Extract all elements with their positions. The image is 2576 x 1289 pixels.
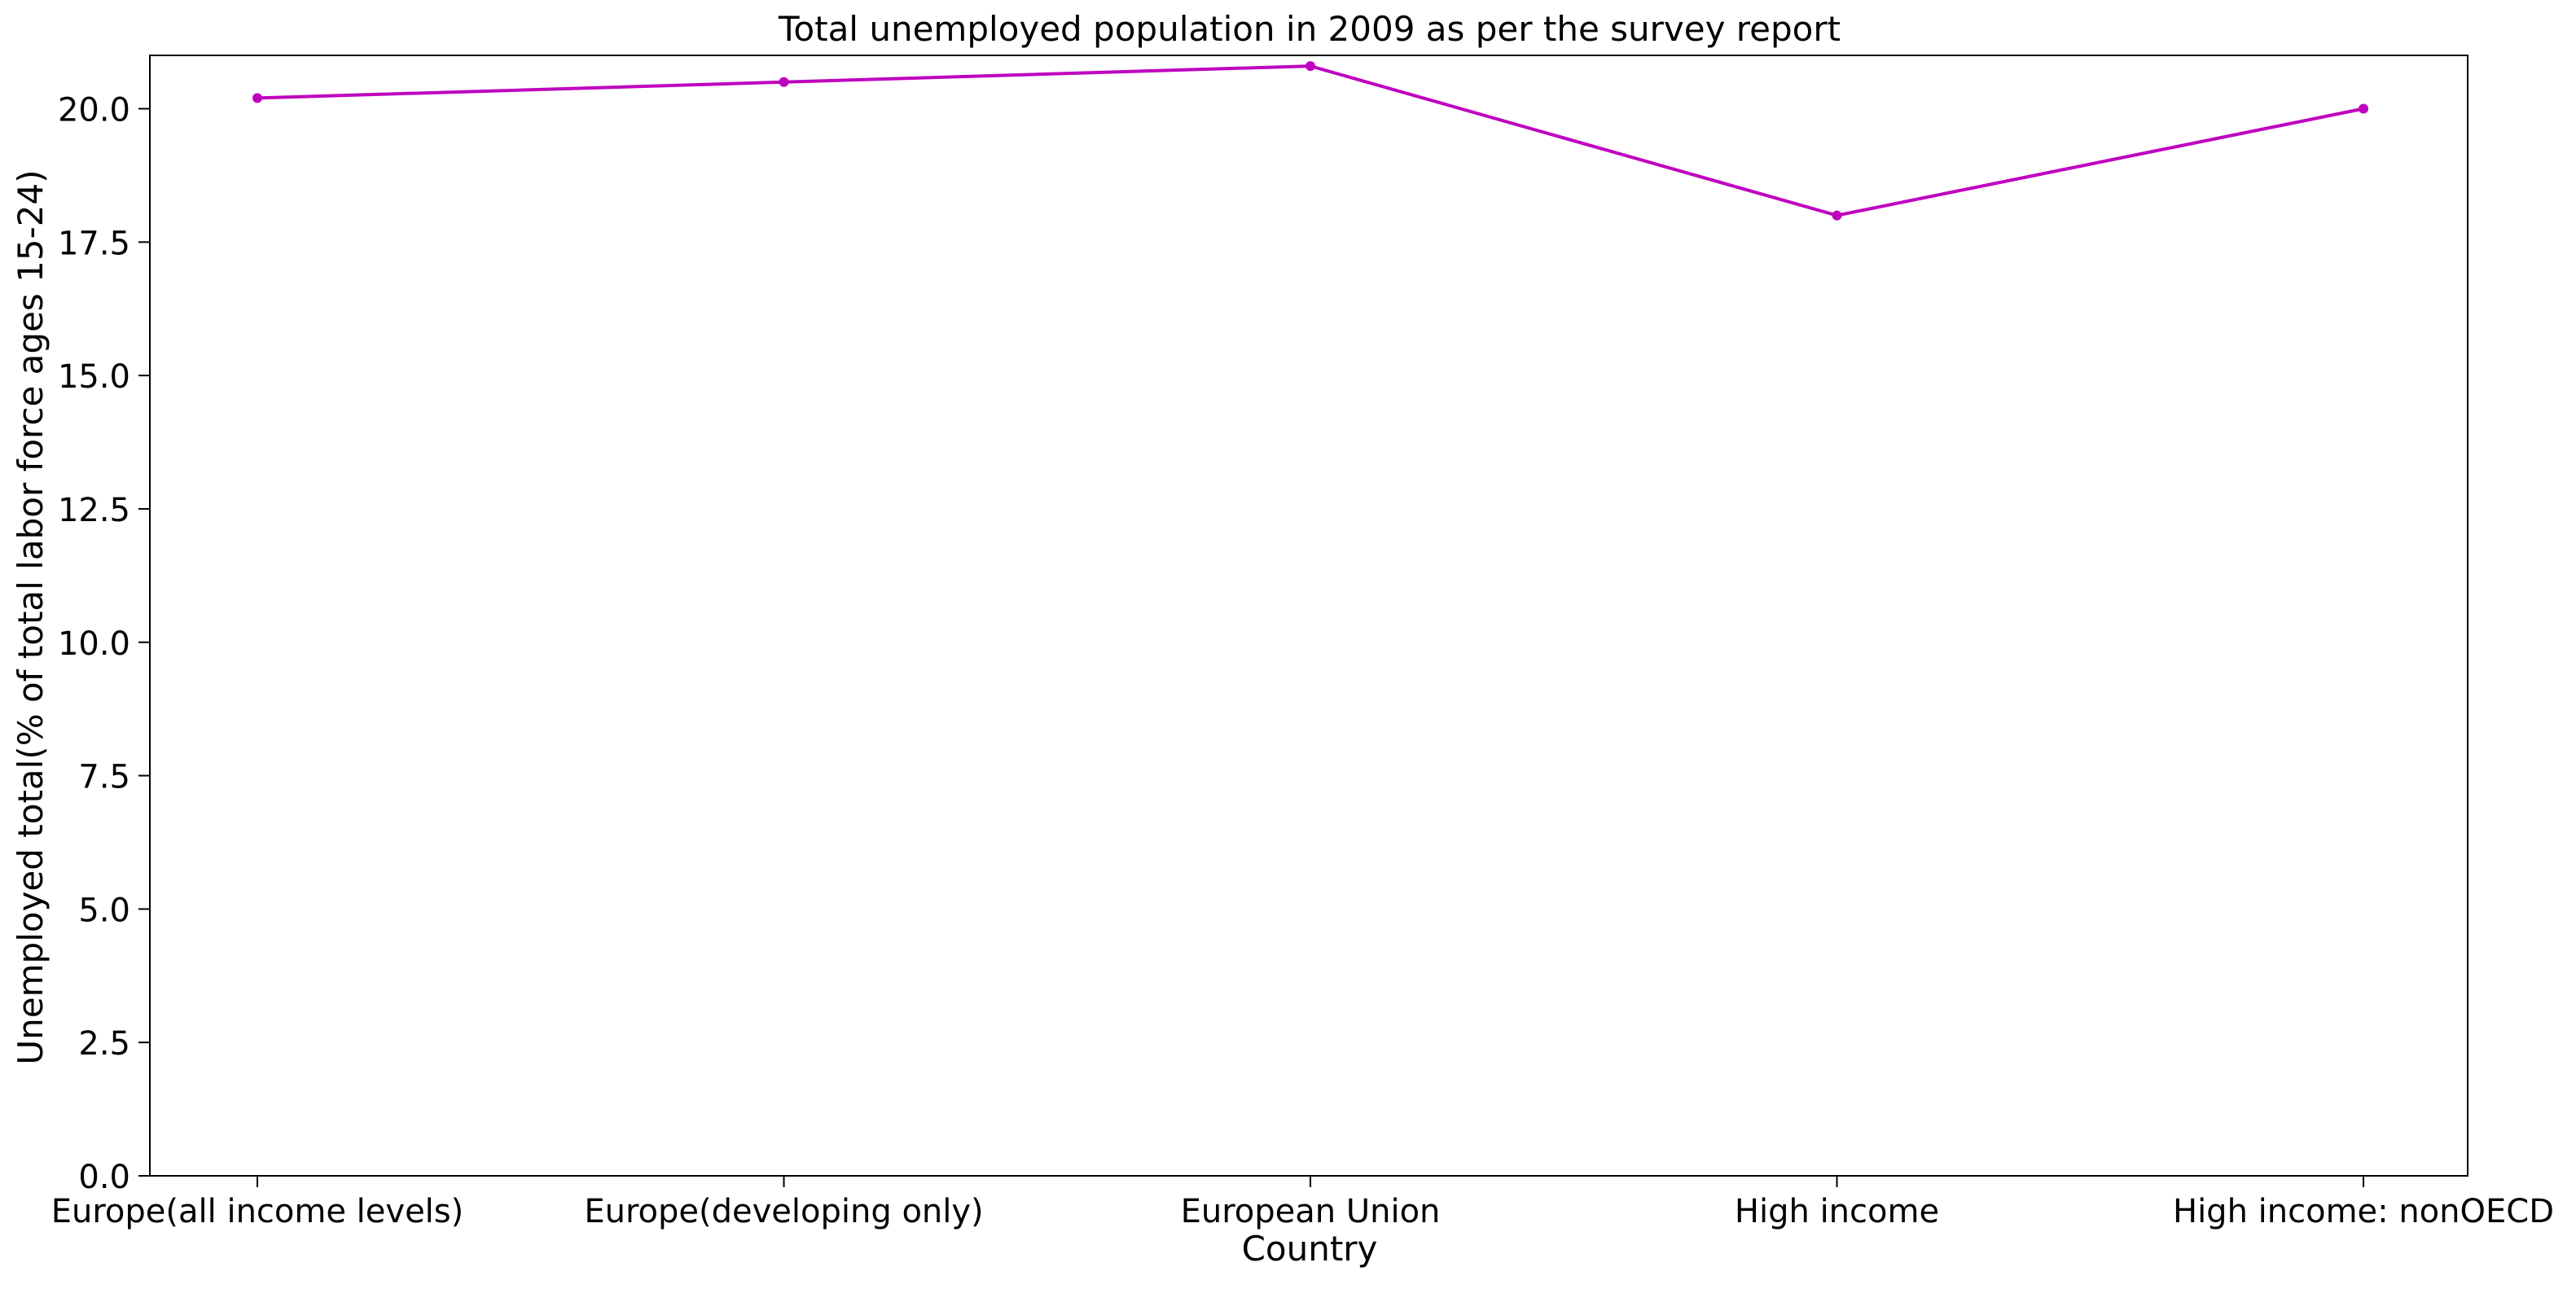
- y-axis-ticks: 0.0 2.5 5.0 7.5 10.0 12.5 15.0 17.5 20.0: [58, 92, 150, 1196]
- y-tick-label: 15.0: [58, 358, 130, 396]
- y-tick-label: 7.5: [78, 759, 130, 796]
- data-points: [252, 61, 2368, 221]
- data-point: [252, 93, 262, 103]
- data-point: [779, 77, 789, 87]
- y-tick-label: 0.0: [78, 1159, 130, 1196]
- data-point: [1306, 61, 1315, 72]
- y-tick-label: 12.5: [58, 492, 130, 529]
- x-axis-label: Country: [1242, 1229, 1378, 1269]
- y-tick-label: 20.0: [58, 92, 130, 129]
- data-point: [2359, 103, 2368, 114]
- x-axis-ticks: Europe(all income levels) Europe(developi…: [51, 1176, 2554, 1230]
- x-tick-label: Europe(developing only): [584, 1193, 983, 1230]
- y-tick-label: 10.0: [58, 625, 130, 663]
- x-tick-label: High income: nonOECD: [2173, 1193, 2554, 1230]
- data-point: [1832, 210, 1842, 221]
- y-tick-label: 2.5: [78, 1025, 130, 1063]
- chart-title: Total unemployed population in 2009 as p…: [778, 9, 1841, 49]
- plot-frame: [149, 55, 2468, 1177]
- x-tick-label: High income: [1735, 1193, 1939, 1230]
- y-axis-label: Unemployed total(% of total labor force …: [11, 169, 50, 1064]
- plot-area: 0.0 2.5 5.0 7.5 10.0 12.5 15.0 17.5 20.0 Europe(…: [51, 55, 2554, 1230]
- y-tick-label: 17.5: [58, 225, 130, 262]
- y-tick-label: 5.0: [78, 892, 130, 929]
- x-tick-label: European Union: [1181, 1193, 1441, 1230]
- x-tick-label: Europe(all income levels): [51, 1193, 464, 1230]
